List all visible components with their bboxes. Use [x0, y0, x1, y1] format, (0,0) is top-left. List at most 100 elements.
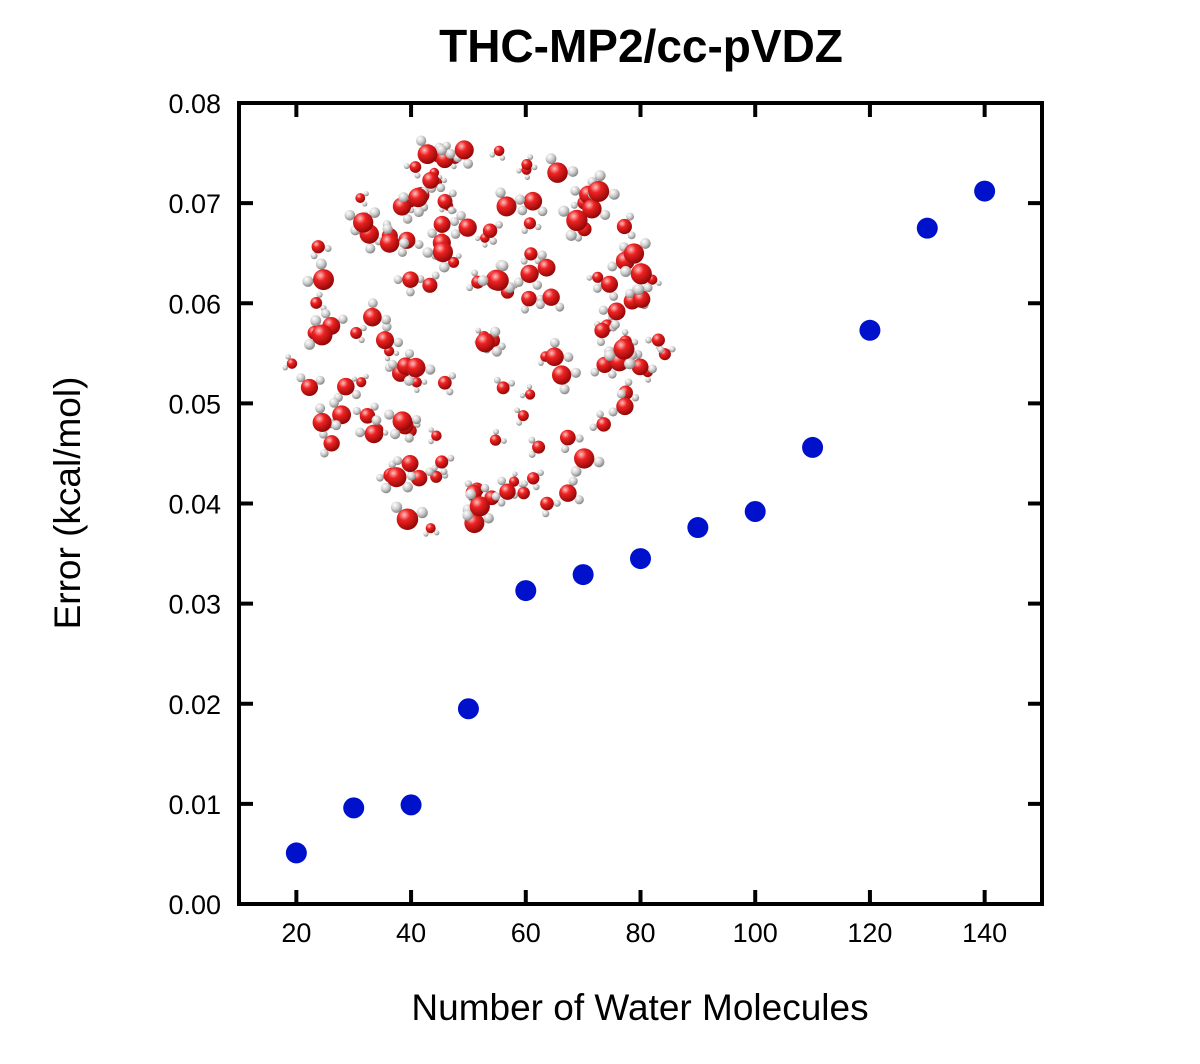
oxygen-atom: [405, 357, 426, 378]
hydrogen-atom: [441, 177, 447, 184]
water-molecule: [375, 322, 404, 350]
water-molecule: [521, 217, 542, 234]
hydrogen-atom: [448, 372, 457, 380]
hydrogen-atom: [516, 168, 522, 174]
hydrogen-atom: [411, 414, 422, 425]
water-molecule: [645, 333, 665, 353]
water-molecule: [592, 275, 619, 301]
water-molecule: [450, 210, 477, 239]
data-point: [457, 698, 479, 720]
hydrogen-atom: [589, 423, 598, 432]
hydrogen-atom: [483, 513, 494, 524]
oxygen-atom: [574, 448, 595, 469]
water-molecule: [302, 258, 334, 291]
hydrogen-atom: [495, 221, 503, 229]
hydrogen-atom: [608, 188, 620, 200]
hydrogen-atom: [657, 346, 665, 353]
hydrogen-atom: [616, 389, 626, 399]
water-molecule: [625, 283, 653, 308]
oxygen-atom: [547, 162, 568, 183]
hydrogen-atom: [376, 473, 384, 482]
hydrogen-atom: [549, 337, 560, 348]
hydrogen-atom: [533, 483, 540, 491]
hydrogen-atom: [570, 466, 582, 477]
hydrogen-atom: [331, 420, 342, 431]
oxygen-atom: [623, 243, 645, 264]
hydrogen-atom: [513, 277, 524, 287]
oxygen-atom: [482, 223, 498, 238]
hydrogen-atom: [594, 170, 606, 182]
water-molecule: [521, 154, 538, 171]
x-tick-labels: 20 40 60 80 100 120 140: [281, 918, 1007, 948]
oxygen-atom: [364, 424, 384, 444]
hydrogen-atom: [519, 392, 526, 399]
y-axis-label: Error (kcal/mol): [47, 377, 88, 630]
water-molecule: [528, 436, 546, 458]
water-molecule: [351, 373, 369, 388]
oxygen-atom: [311, 324, 333, 346]
hydrogen-atom: [370, 402, 379, 411]
water-molecule: [508, 471, 524, 487]
y-tick-label: 0.00: [168, 890, 221, 920]
water-molecule: [631, 349, 657, 376]
oxygen-atom: [488, 270, 509, 291]
hydrogen-atom: [414, 240, 424, 250]
hydrogen-atom: [489, 237, 498, 245]
hydrogen-atom: [416, 506, 428, 519]
hydrogen-atom: [538, 360, 544, 366]
water-molecule: [477, 260, 509, 291]
hydrogen-atom: [403, 162, 410, 170]
hydrogen-atom: [491, 346, 502, 357]
oxygen-atom: [542, 288, 560, 306]
water-molecule: [493, 376, 516, 395]
x-tick-label: 120: [847, 918, 892, 948]
data-point: [974, 180, 996, 202]
oxygen-atom: [392, 197, 412, 216]
water-molecule: [475, 326, 502, 357]
hydrogen-atom: [344, 209, 356, 221]
oxygen-atom: [532, 440, 546, 454]
hydrogen-atom: [466, 284, 474, 292]
hydrogen-atom: [631, 338, 639, 346]
oxygen-atom: [417, 144, 438, 164]
hydrogen-atom: [455, 253, 462, 259]
hydrogen-atom: [384, 355, 391, 362]
water-molecule: [570, 448, 605, 477]
water-molecule: [352, 402, 379, 424]
oxygen-atom: [527, 472, 540, 485]
y-tick-label: 0.08: [168, 89, 221, 119]
hydrogen-atom: [600, 209, 611, 220]
hydrogen-atom: [570, 201, 578, 209]
oxygen-atom: [520, 264, 539, 283]
oxygen-atom: [310, 297, 323, 309]
water-molecule: [535, 288, 565, 312]
water-molecule: [416, 271, 440, 293]
hydrogen-atom: [570, 186, 580, 196]
oxygen-atom: [286, 358, 298, 369]
hydrogen-atom: [404, 433, 414, 443]
hydrogen-atom: [596, 337, 606, 347]
hydrogen-atom: [497, 498, 506, 507]
oxygen-atom: [432, 242, 454, 263]
oxygen-atom: [375, 331, 395, 350]
water-molecule: [495, 187, 526, 217]
hydrogen-atom: [574, 495, 584, 505]
oxygen-atom: [437, 375, 452, 390]
data-points: [285, 180, 996, 864]
hydrogen-atom: [397, 247, 407, 257]
water-molecule: [559, 429, 584, 454]
hydrogen-atom: [521, 227, 528, 234]
water-molecule: [445, 140, 474, 169]
oxygen-atom: [496, 381, 510, 395]
hydrogen-atom: [514, 407, 521, 414]
data-point: [802, 436, 824, 458]
data-point: [744, 501, 766, 523]
hydrogen-atom: [321, 308, 331, 319]
hydrogen-atom: [398, 238, 410, 249]
water-molecule: [616, 212, 636, 240]
hydrogen-atom: [403, 375, 415, 386]
oxygen-atom: [630, 263, 652, 285]
water-molecule: [520, 290, 545, 314]
oxygen-atom: [524, 389, 536, 400]
